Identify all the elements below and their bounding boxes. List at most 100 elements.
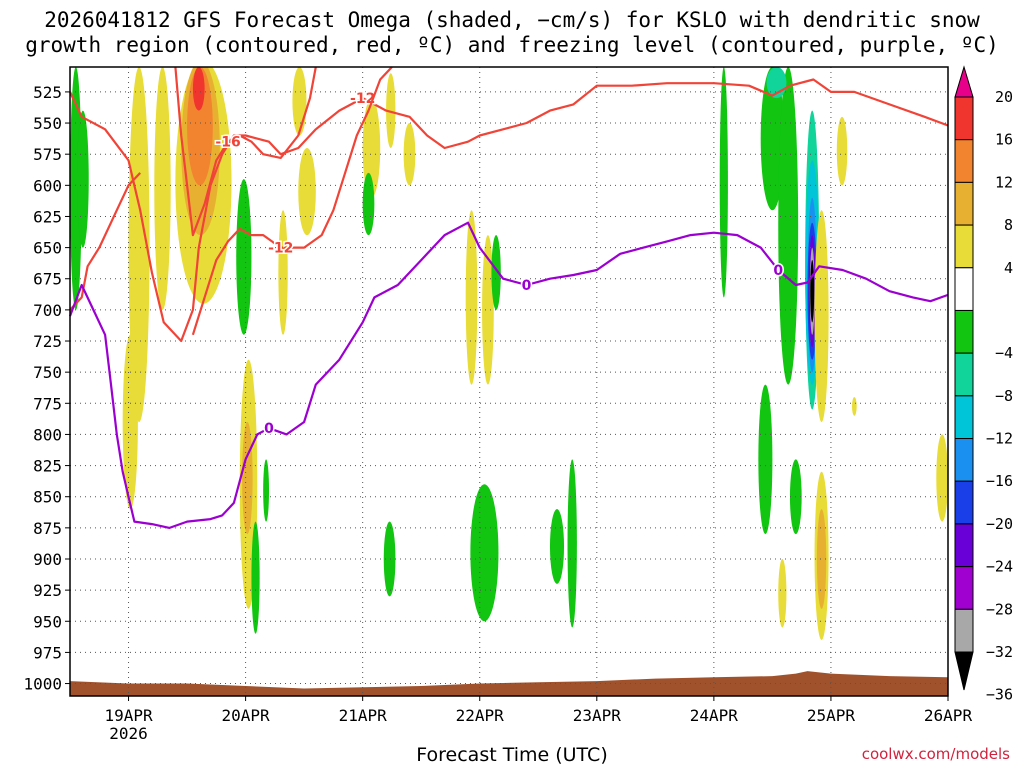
omega-shade-region xyxy=(814,210,829,422)
terrain-layer xyxy=(70,671,948,696)
dgz-contour-line xyxy=(69,78,949,343)
colorbar-label: 12 xyxy=(995,173,1013,191)
colorbar: 20 16 12 8 4 −4 −8 −12 −16 −20 −24 −28 −32 −36 xyxy=(954,65,1013,704)
omega-shade-region xyxy=(242,421,253,535)
omega-shade-region xyxy=(362,172,375,236)
y-tick-label: 975 xyxy=(33,643,62,662)
x-axis-label: Forecast Time (UTC) xyxy=(416,744,608,766)
omega-shade-region xyxy=(122,334,138,510)
y-tick-label: 900 xyxy=(33,550,62,569)
omega-shade-region xyxy=(760,67,785,211)
x-tick-label: 22APR xyxy=(456,706,505,725)
y-tick-label: 525 xyxy=(33,83,62,102)
terrain-fill xyxy=(70,671,948,696)
credit-link[interactable]: coolwx.com/models xyxy=(861,745,1010,763)
x-tick-label: 20APR xyxy=(222,706,271,725)
y-tick-label: 775 xyxy=(33,394,62,413)
colorbar-label: −12 xyxy=(986,430,1013,448)
colorbar-swatch xyxy=(954,65,974,98)
dgz-contour-line xyxy=(174,66,317,237)
freezing-level-label: 0 xyxy=(522,278,532,294)
omega-shade-region xyxy=(470,484,499,622)
colorbar-swatch xyxy=(954,395,974,440)
omega-shade-region xyxy=(292,67,307,136)
colorbar-label: −8 xyxy=(995,387,1013,405)
y-tick-label: 700 xyxy=(33,301,62,320)
colorbar-label: 8 xyxy=(1004,216,1013,234)
dgz-contour-label: -12 xyxy=(268,241,293,257)
colorbar-label: −32 xyxy=(986,643,1013,661)
y-tick-label: 800 xyxy=(33,425,62,444)
colorbar-label: −28 xyxy=(986,600,1013,618)
omega-shade-region xyxy=(403,123,416,186)
omega-shade-region xyxy=(70,67,82,310)
omega-shade-region xyxy=(154,67,171,310)
chart-title-line-2: growth region (contoured, red, ºC) and f… xyxy=(25,33,999,57)
x-tick-sublabel: 2026 xyxy=(109,724,148,743)
colorbar-swatch xyxy=(954,566,974,610)
omega-shade-region xyxy=(816,509,827,609)
chart-title-line-1: 2026041812 GFS Forecast Omega (shaded, −… xyxy=(44,8,980,32)
y-tick-label: 725 xyxy=(33,332,62,351)
y-tick-label: 600 xyxy=(33,176,62,195)
omega-shade-region xyxy=(465,210,478,385)
colorbar-label: −20 xyxy=(986,515,1013,533)
y-tick-label: 550 xyxy=(33,114,62,133)
colorbar-label: −16 xyxy=(986,472,1013,490)
colorbar-swatch xyxy=(954,224,974,269)
omega-shading-layer xyxy=(70,67,948,640)
omega-shade-region xyxy=(491,235,501,310)
colorbar-swatch xyxy=(954,523,974,568)
freezing-level-label: 0 xyxy=(264,421,274,437)
omega-shade-region xyxy=(758,384,773,535)
omega-shade-region xyxy=(383,521,396,597)
colorbar-label: 4 xyxy=(1004,259,1013,277)
omega-shade-region xyxy=(567,459,577,628)
omega-shade-region xyxy=(278,210,288,335)
x-tick-label: 24APR xyxy=(690,706,739,725)
omega-shade-region xyxy=(836,116,848,186)
x-tick-label: 21APR xyxy=(339,706,388,725)
omega-shade-region xyxy=(192,67,205,111)
colorbar-swatch xyxy=(954,480,974,525)
dgz-contour-line xyxy=(69,172,142,311)
x-tick-label: 25APR xyxy=(807,706,856,725)
omega-shade-region xyxy=(251,521,260,634)
x-tick-label: 23APR xyxy=(573,706,622,725)
y-tick-label: 1000 xyxy=(23,675,62,694)
y-tick-label: 850 xyxy=(33,488,62,507)
omega-shade-region xyxy=(128,67,150,422)
colorbar-swatch xyxy=(954,96,974,141)
colorbar-swatch xyxy=(954,352,974,397)
omega-shade-region xyxy=(77,110,89,248)
plot-frame xyxy=(69,66,949,697)
omega-shade-region xyxy=(263,459,270,522)
omega-shade-region xyxy=(549,509,565,584)
omega-shade-region xyxy=(936,434,948,522)
colorbar-swatch xyxy=(954,651,974,691)
contour-layer: -12 -16 -12 0 0 0 xyxy=(68,66,949,529)
x-tick-label: 19APR xyxy=(104,706,153,725)
colorbar-swatch xyxy=(954,181,974,226)
omega-shade-region xyxy=(719,67,728,298)
y-axis: 525 550 575 600 625 650 675 700 725 750 775 800 825 8… xyxy=(23,83,70,694)
dgz-contour-label: -12 xyxy=(350,91,375,107)
colorbar-label: −24 xyxy=(986,558,1013,576)
y-tick-label: 825 xyxy=(33,457,62,476)
omega-shade-region xyxy=(810,260,815,323)
x-tick-label: 26APR xyxy=(924,706,973,725)
freezing-level-label: 0 xyxy=(773,263,783,279)
y-tick-label: 575 xyxy=(33,145,62,164)
colorbar-swatch xyxy=(954,267,974,311)
colorbar-swatch xyxy=(954,608,974,653)
y-tick-label: 875 xyxy=(33,519,62,538)
omega-shade-region xyxy=(298,147,316,236)
colorbar-swatch xyxy=(954,139,974,183)
y-tick-label: 750 xyxy=(33,363,62,382)
dgz-contour-line xyxy=(191,66,393,336)
y-tick-label: 925 xyxy=(33,581,62,600)
omega-shade-region xyxy=(386,73,396,148)
dgz-contour-label: -16 xyxy=(215,135,240,151)
y-tick-label: 675 xyxy=(33,270,62,289)
